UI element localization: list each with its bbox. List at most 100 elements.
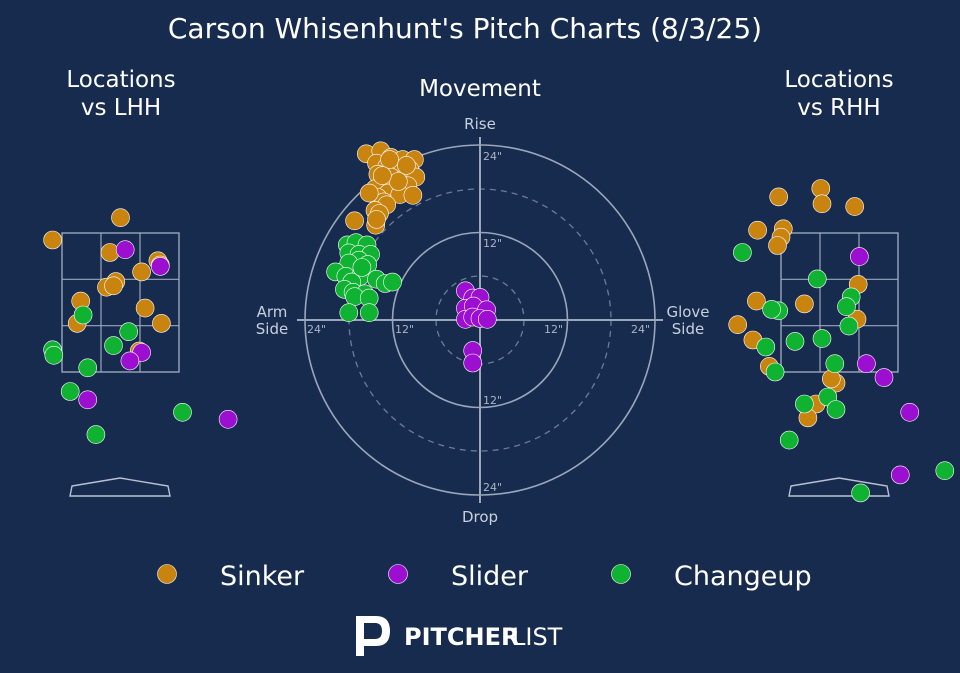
- axis-label-glove-side: Side: [672, 320, 704, 338]
- lhh-point-changeup: [104, 336, 123, 355]
- legend-swatch-sinker: [157, 564, 177, 584]
- legend-label-slider: Slider: [451, 561, 529, 592]
- rhh-points-layer: [728, 179, 955, 503]
- lhh-point-sinker: [111, 208, 130, 227]
- movement-point-sinker: [367, 210, 386, 229]
- pitcherlist-logo: PITCHER LIST: [356, 616, 563, 656]
- tick-left-12: 12": [395, 323, 414, 336]
- lhh-point-slider: [120, 351, 140, 371]
- rhh-point-changeup: [825, 354, 845, 374]
- axis-label-arm: Arm: [257, 303, 288, 321]
- rhh-point-sinker: [768, 236, 787, 255]
- tick-bottom-12: 12": [483, 394, 502, 407]
- lhh-title-line2: vs LHH: [81, 95, 161, 121]
- rhh-point-changeup: [762, 300, 781, 319]
- movement-point-sinker: [380, 150, 399, 169]
- rhh-point-sinker: [795, 294, 814, 314]
- lhh-point-sinker: [104, 276, 123, 296]
- rhh-point-slider: [900, 402, 920, 422]
- movement-point-sinker: [388, 172, 408, 191]
- rhh-point-sinker: [812, 194, 832, 214]
- axis-label-drop: Drop: [462, 508, 498, 526]
- movement-point-sinker: [372, 166, 392, 185]
- rhh-point-slider: [874, 368, 894, 387]
- lhh-point-slider: [218, 409, 238, 429]
- lhh-point-changeup: [60, 382, 80, 401]
- movement-point-sinker: [397, 156, 416, 175]
- rhh-point-changeup: [756, 337, 776, 357]
- movement-point-changeup: [383, 272, 402, 292]
- lhh-point-changeup: [73, 305, 93, 325]
- lhh-points-layer: [43, 208, 238, 444]
- movement-point-sinker: [403, 186, 423, 205]
- rhh-point-slider: [857, 354, 876, 374]
- lhh-home-plate: [69, 477, 171, 497]
- rhh-point-changeup: [779, 430, 799, 450]
- lhh-point-changeup: [173, 402, 192, 422]
- pitcherlist-wordmark-bold: PITCHER: [404, 623, 519, 651]
- rhh-point-changeup: [839, 316, 859, 336]
- rhh-point-sinker: [747, 291, 766, 311]
- lhh-point-sinker: [132, 262, 151, 282]
- lhh-point-slider: [78, 390, 97, 410]
- tick-right-12: 12": [544, 323, 563, 336]
- movement-point-changeup: [359, 303, 379, 323]
- lhh-point-slider: [151, 257, 170, 276]
- rhh-point-sinker: [728, 315, 748, 335]
- rhh-point-sinker: [748, 220, 767, 240]
- lhh-point-changeup: [119, 322, 138, 342]
- rhh-point-changeup: [812, 329, 832, 348]
- movement-point-slider: [477, 309, 497, 329]
- movement-point-sinker: [345, 211, 364, 231]
- rhh-point-changeup: [785, 332, 805, 351]
- movement-points-layer: [326, 141, 497, 373]
- legend-label-sinker: Sinker: [220, 561, 305, 592]
- rhh-point-sinker: [769, 187, 789, 207]
- rhh-point-changeup: [807, 269, 827, 289]
- legend-swatch-changeup: [611, 564, 631, 584]
- lhh-point-sinker: [152, 314, 171, 333]
- rhh-point-changeup: [733, 243, 752, 262]
- movement-point-sinker: [359, 183, 379, 203]
- tick-top-12: 12": [483, 237, 502, 250]
- rhh-title-line1: Locations: [784, 67, 893, 93]
- movement-title: Movement: [419, 76, 541, 102]
- axis-label-glove: Glove: [666, 303, 709, 321]
- rhh-point-changeup: [935, 461, 955, 481]
- figure-title: Carson Whisenhunt's Pitch Charts (8/3/25…: [168, 12, 762, 45]
- pitcherlist-wordmark-light: LIST: [512, 623, 563, 651]
- tick-top-24: 24": [483, 150, 502, 163]
- rhh-point-sinker: [845, 197, 865, 216]
- panel-movement: Movement Rise Drop Arm Side Glove Side 2…: [256, 76, 710, 526]
- lhh-point-sinker: [100, 243, 120, 262]
- lhh-point-changeup: [86, 425, 106, 444]
- rhh-point-changeup: [826, 400, 846, 419]
- axis-label-arm-side: Side: [256, 320, 288, 338]
- movement-point-slider: [463, 353, 483, 373]
- lhh-title-line1: Locations: [66, 67, 175, 93]
- legend-label-changeup: Changeup: [674, 561, 812, 592]
- lhh-point-sinker: [43, 230, 62, 250]
- rhh-point-changeup: [765, 362, 785, 382]
- movement-point-changeup: [352, 258, 372, 277]
- legend-swatch-slider: [388, 564, 408, 584]
- rhh-home-plate: [788, 477, 890, 497]
- lhh-zone-border: [61, 232, 180, 373]
- tick-right-24: 24": [631, 323, 650, 336]
- lhh-point-changeup: [44, 345, 64, 365]
- tick-bottom-24: 24": [483, 481, 502, 494]
- movement-point-changeup: [339, 303, 359, 323]
- rhh-point-changeup: [795, 394, 814, 414]
- legend: Sinker Slider Changeup: [157, 561, 812, 592]
- tick-left-24: 24": [307, 323, 326, 336]
- rhh-point-slider: [850, 247, 869, 266]
- panel-locations-vs-rhh: Locations vs RHH: [728, 67, 955, 503]
- lhh-point-sinker: [135, 298, 155, 318]
- rhh-point-sinker: [821, 369, 841, 389]
- lhh-point-slider: [115, 240, 135, 259]
- axis-label-rise: Rise: [464, 115, 496, 133]
- rhh-point-changeup: [837, 297, 856, 317]
- rhh-point-slider: [890, 465, 910, 485]
- pitcherlist-logo-icon: [356, 616, 390, 656]
